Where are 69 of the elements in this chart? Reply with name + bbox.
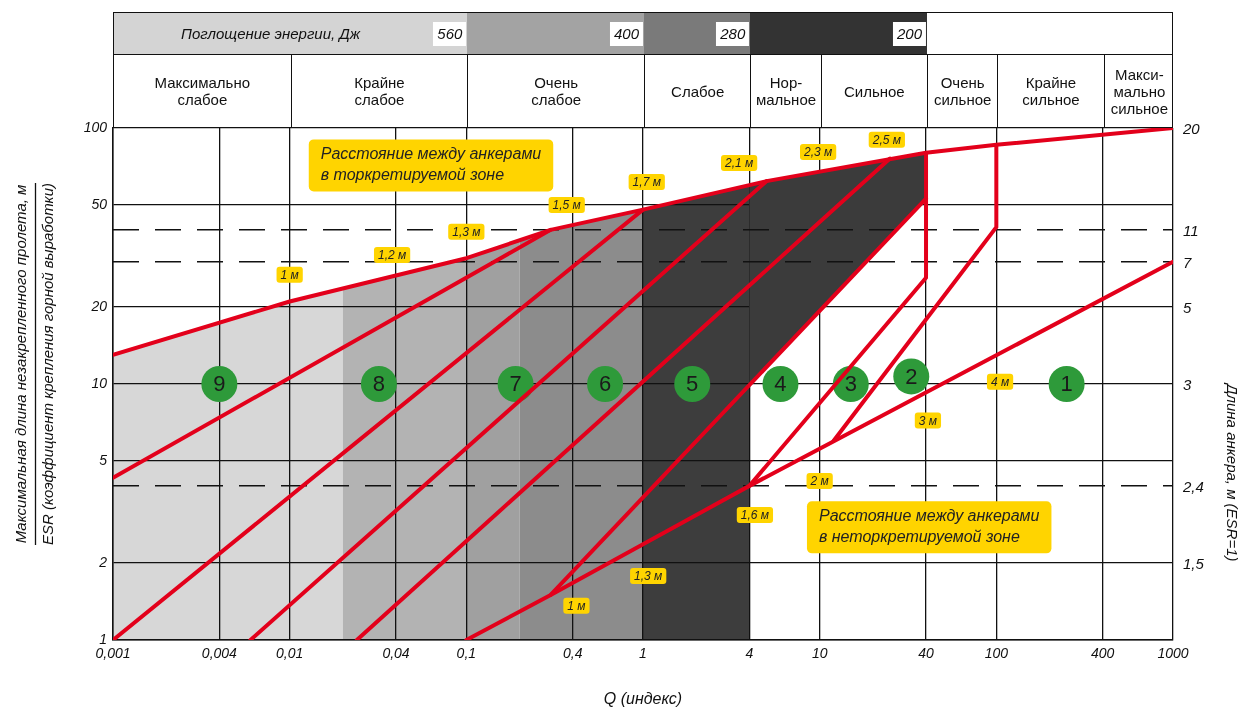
x-tick-label: 10 [811,645,828,662]
annotation: 1,6 м [740,508,770,523]
text: 2,4 [1183,477,1204,495]
annotation: 1 м [280,268,299,283]
y-tick-label: 50 [91,195,108,212]
text: 3 [1183,375,1192,393]
x-tick-label: 0,004 [201,645,238,662]
annotation: 1,3 м [452,225,481,240]
text: 7 [1183,253,1192,271]
y-tick-label: 100 [83,118,108,135]
category-label: Макси- мально сильное [1110,65,1169,117]
text: Длина анкера, м (ESR=1) [1224,384,1241,562]
category-label: Крайне слабое [354,74,405,108]
annotation: 8 [372,371,386,397]
x-tick-label: 4 [745,645,754,662]
category-label: Очень сильное [933,74,992,108]
y-axis-title: Максимальная длина незакрепленного пролета, м ESR (коэффициент крепления горной выработки) [12,182,57,546]
x-tick-label: 0,4 [562,645,583,662]
x-tick-label: 0,01 [276,645,304,662]
category-label: Максимально слабое [154,74,251,108]
x-tick-label: 0,001 [95,645,131,662]
text: 200 [892,22,927,46]
annotation: 5 [686,371,699,397]
text: Поглощение энергии, Дж [181,24,361,44]
annotation: 6 [598,371,612,397]
category-label: Очень слабое [531,74,582,108]
category-label: Слабое [671,82,725,100]
annotation: 1,2 м [377,248,407,263]
x-tick-label: 0,04 [382,645,410,662]
text: 400 [609,22,643,46]
annotation: 1,3 м [634,569,663,584]
annotation: 7 [509,371,522,397]
category-label: Крайне сильное [1022,74,1080,108]
text: 560 [433,22,467,46]
annotation: 9 [213,371,226,397]
annotation: 2,5 м [871,133,901,148]
x-tick-label: 100 [984,645,1009,662]
text: 11 [1183,221,1199,239]
annotation: 2 м [809,474,829,489]
x-axis-title: Q (индекс) [603,690,683,708]
text: 5 [1183,298,1192,316]
x-tick-label: 0,1 [456,645,477,662]
y-tick-label: 5 [99,451,108,468]
text: 1,5 [1183,554,1204,572]
x-tick-label: 400 [1091,645,1115,662]
annotation: 4 [774,371,787,397]
annotation: Расстояние между анкерами в неторкретируемой зоне [818,507,1040,546]
x-tick-label: 1 [639,645,647,662]
annotation: 1 [1060,371,1073,397]
y-tick-label: 10 [91,374,108,391]
annotation: 3 [844,371,857,397]
annotation: 2,1 м [723,156,754,171]
annotation: 4 м [990,375,1010,390]
y-tick-label: 2 [98,553,108,570]
annotation: 2 [905,363,918,389]
category-label: Сильное [843,82,905,100]
category-label: Нор- мальное [755,74,817,108]
annotation: Расстояние между анкерами в торкретируемой зоне [320,145,542,184]
y-tick-label: 1 [99,630,107,647]
annotation: 1 м [567,599,586,614]
text: 20 [1183,119,1200,137]
x-tick-label: 40 [918,645,935,662]
text: 280 [716,22,750,46]
y-tick-label: 20 [90,297,108,314]
annotation: 3 м [918,413,938,428]
annotation: 2,3 м [802,145,833,160]
x-tick-label: 1000 [1157,645,1189,662]
annotation: 1,5 м [552,198,581,213]
annotation: 1,7 м [632,175,661,190]
